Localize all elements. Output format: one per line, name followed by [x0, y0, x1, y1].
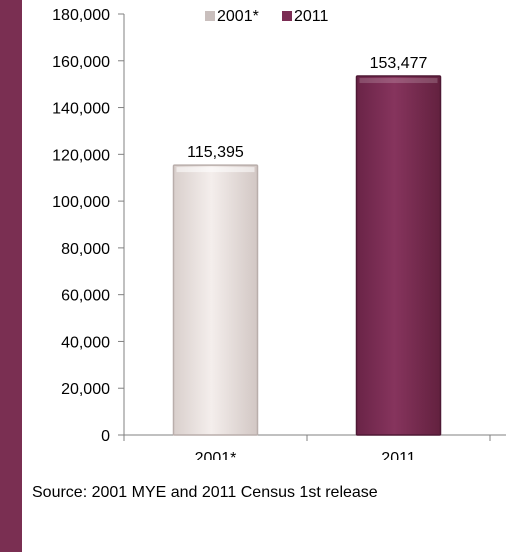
y-tick-label: 60,000 — [61, 288, 110, 305]
y-tick-label: 20,000 — [61, 381, 110, 398]
x-tick-label: 2011 — [381, 450, 416, 460]
y-tick-label: 120,000 — [52, 147, 110, 164]
bar-chart: 2001* 2011 0 20,000 40,000 60,000 80,000 100,0… — [52, 7, 506, 460]
y-tick-label: 180,000 — [52, 7, 110, 24]
legend-label: 2001* — [217, 8, 259, 25]
legend-swatch — [282, 11, 292, 21]
bar-2001 — [172, 164, 259, 436]
y-tick-label: 40,000 — [61, 334, 110, 351]
bar-bevel — [359, 78, 438, 84]
y-tick-label: 160,000 — [52, 54, 110, 71]
x-tick-label: 2001* — [195, 450, 237, 460]
data-label: 115,395 — [187, 144, 244, 161]
y-tick-label: 140,000 — [52, 101, 110, 118]
y-tick-label: 0 — [101, 428, 110, 445]
bar-bevel — [176, 167, 255, 173]
data-label: 153,477 — [370, 55, 428, 72]
chart-bars — [172, 75, 442, 436]
chart-labels: 115,395 2001* 153,477 2011 — [187, 55, 427, 460]
legend-swatch — [205, 11, 215, 21]
legend-label: 2011 — [294, 8, 329, 25]
bar-2011 — [355, 75, 442, 436]
chart-legend: 2001* 2011 — [205, 8, 329, 25]
y-tick-label: 100,000 — [52, 194, 110, 211]
y-tick-label: 80,000 — [61, 241, 110, 258]
chart-axes: 0 20,000 40,000 60,000 80,000 100,000 120,000 1… — [52, 7, 506, 445]
source-note: Source: 2001 MYE and 2011 Census 1st rel… — [32, 484, 378, 501]
